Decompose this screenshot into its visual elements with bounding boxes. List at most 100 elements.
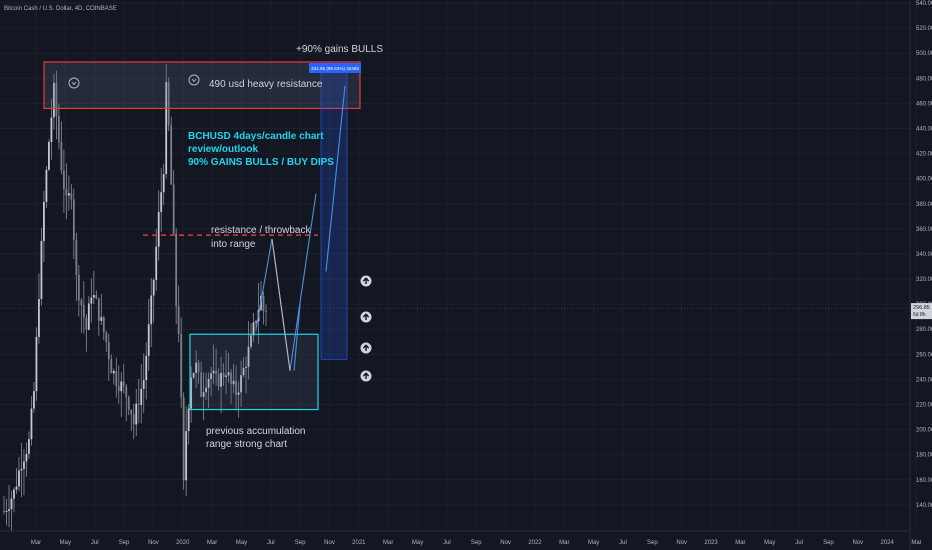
candle <box>25 442 28 477</box>
candle <box>92 271 95 305</box>
candle <box>43 190 45 262</box>
candle <box>225 349 227 395</box>
candle <box>175 228 178 325</box>
x-tick-label: Mar <box>911 540 921 546</box>
candle <box>28 431 30 459</box>
candle <box>132 403 135 440</box>
candle <box>18 456 20 492</box>
candle <box>247 321 250 380</box>
candle <box>10 490 13 531</box>
candle <box>215 348 217 386</box>
candle <box>60 121 63 175</box>
candle <box>137 378 140 424</box>
candle <box>8 484 10 528</box>
candle <box>207 372 210 408</box>
candle <box>220 356 222 414</box>
candle-countdown: 6d 8h <box>913 312 926 318</box>
projection-line[interactable] <box>293 304 301 371</box>
x-tick-label: 2021 <box>352 540 366 546</box>
x-tick-label: Nov <box>676 540 687 546</box>
grid <box>0 0 917 530</box>
candle <box>38 273 40 344</box>
arrow-up-icon[interactable] <box>360 370 372 382</box>
gains-label: +90% gains BULLS <box>296 44 383 55</box>
y-tick-label: 140.00 <box>916 503 932 509</box>
y-tick-label: 220.00 <box>916 403 932 409</box>
x-tick-label: May <box>236 540 247 546</box>
candle <box>160 167 163 232</box>
measure-label: 334.85 (89.53%) 33485 <box>309 63 361 73</box>
candle <box>115 357 118 398</box>
heavy-resistance-zone[interactable] <box>43 61 361 109</box>
candle <box>232 363 235 394</box>
pullback-line[interactable] <box>271 238 291 371</box>
x-tick-label: Nov <box>500 540 511 546</box>
accumulation-zone[interactable] <box>189 333 319 411</box>
arrow-up-icon[interactable] <box>360 275 372 287</box>
x-tick-label: Sep <box>295 540 306 546</box>
x-tick-label: Mar <box>207 540 217 546</box>
y-tick-label: 280.00 <box>916 327 932 333</box>
candle <box>250 323 252 350</box>
projection-line[interactable] <box>325 85 346 272</box>
y-tick-label: 480.00 <box>916 76 932 82</box>
candle <box>262 291 265 325</box>
price-tag-bg <box>911 303 932 320</box>
candle <box>107 333 110 381</box>
y-tick-label: 240.00 <box>916 377 932 383</box>
candle <box>53 73 55 130</box>
projection-lines[interactable] <box>255 85 346 371</box>
arrow-up-icon[interactable] <box>360 311 372 323</box>
x-tick-label: May <box>588 540 599 546</box>
y-tick-label: 500.00 <box>916 51 932 57</box>
arrow-up-icon[interactable] <box>360 342 372 354</box>
candle <box>15 468 18 494</box>
current-price-value: 296.85 <box>913 305 930 311</box>
x-tick-label: 2020 <box>176 540 190 546</box>
candle <box>230 368 232 404</box>
candle <box>150 278 153 348</box>
y-tick-label: 340.00 <box>916 252 932 258</box>
x-tick-label: Mar <box>383 540 393 546</box>
heavy-resistance-label: 490 usd heavy resistance <box>209 79 323 90</box>
x-tick-label: Nov <box>852 540 863 546</box>
x-tick-label: Jul <box>267 540 275 546</box>
candle <box>177 285 180 343</box>
y-tick-label: 180.00 <box>916 453 932 459</box>
candle <box>227 352 230 384</box>
candle <box>222 363 225 386</box>
x-tick-label: Sep <box>119 540 130 546</box>
x-axis[interactable]: Mar May Jul Sep Nov 2020 Mar May Jul Sep Nov 2021 Ma… <box>0 530 922 546</box>
candle <box>167 77 170 131</box>
marker-circle-icon[interactable] <box>68 77 80 89</box>
candle <box>192 372 195 380</box>
candle <box>35 327 38 401</box>
x-tick-label: Jul <box>443 540 451 546</box>
candle <box>172 170 175 235</box>
x-tick-label: Mar <box>735 540 745 546</box>
x-tick-label: Sep <box>823 540 834 546</box>
candle <box>87 296 90 331</box>
x-tick-label: 2023 <box>704 540 718 546</box>
candle <box>182 392 185 490</box>
x-tick-label: May <box>412 540 423 546</box>
candle <box>45 165 48 209</box>
x-tick-label: Jul <box>795 540 803 546</box>
y-tick-label: 160.00 <box>916 478 932 484</box>
accumulation-line1: previous accumulation <box>206 426 306 437</box>
candle <box>110 354 113 374</box>
candle <box>252 312 255 343</box>
candle <box>82 281 85 334</box>
candle <box>67 175 70 211</box>
candle <box>90 278 93 323</box>
x-tick-label: 2024 <box>880 540 894 546</box>
x-tick-label: Jul <box>619 540 627 546</box>
candle <box>5 498 8 526</box>
y-axis[interactable]: 540.00 520.00 500.00 480.00 460.00 440.00 420.… <box>909 0 932 550</box>
candle <box>75 232 78 302</box>
accumulation-line2: range strong chart <box>206 439 287 450</box>
candle <box>197 359 200 384</box>
marker-circle-icon[interactable] <box>188 74 200 86</box>
outlook-line2: review/outlook <box>188 144 258 155</box>
